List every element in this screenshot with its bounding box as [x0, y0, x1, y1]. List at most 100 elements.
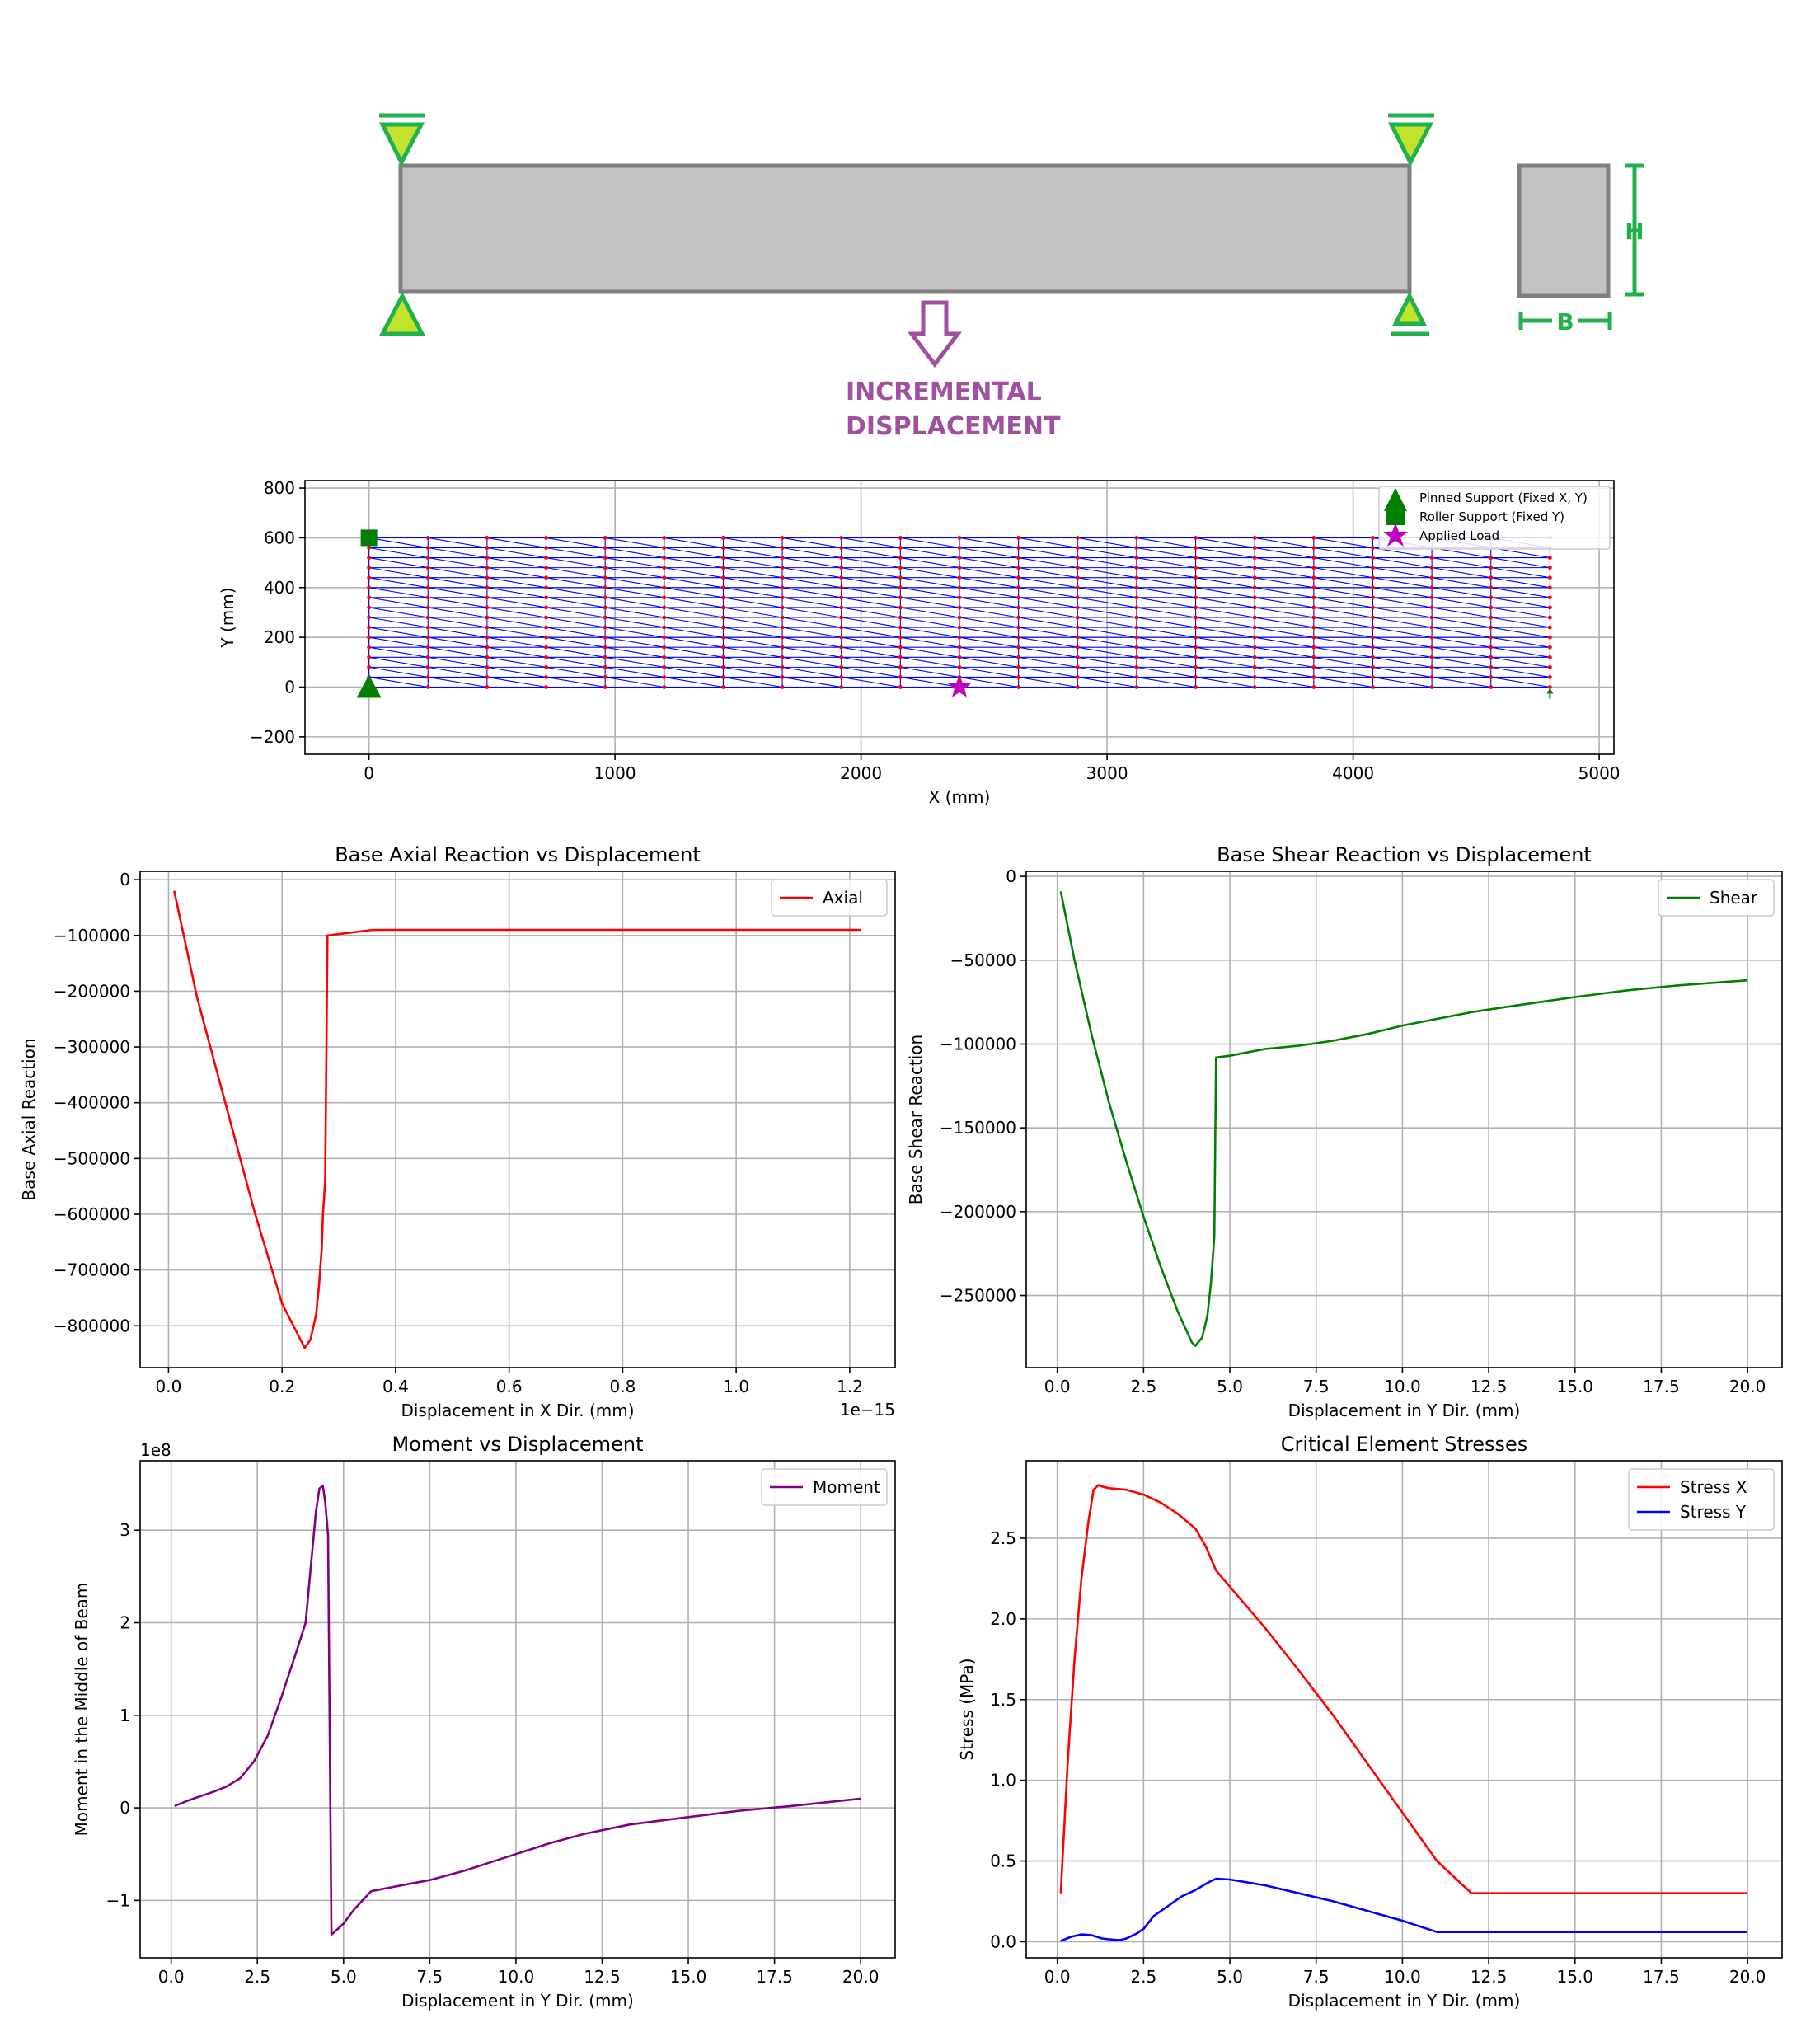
axial-y-tick-label: −200000 [54, 981, 130, 1001]
mesh-node [603, 595, 607, 600]
mesh-node [485, 585, 490, 590]
mesh-node [544, 664, 548, 669]
mesh-node [1429, 685, 1434, 689]
mesh-node [1134, 585, 1139, 590]
axial-series-line-0 [173, 890, 861, 1349]
mesh-node [485, 566, 490, 570]
mesh-node [780, 645, 785, 650]
mesh-node [1016, 675, 1021, 679]
stress-x-tick-label: 20.0 [1729, 1967, 1766, 1987]
moment-x-axis-label: Displacement in Y Dir. (mm) [401, 1991, 634, 2011]
shear-axes-frame [1025, 871, 1783, 1368]
mesh-node [1194, 685, 1198, 689]
mesh-node [662, 685, 667, 689]
shear-x-tick-label: 7.5 [1303, 1377, 1330, 1396]
mesh-node [1194, 595, 1198, 600]
mesh-node [485, 645, 490, 650]
mesh-node [1311, 675, 1316, 679]
mesh-node [839, 664, 844, 669]
mesh-node [367, 546, 372, 550]
mesh-node [485, 556, 490, 560]
axial-series [173, 890, 861, 1349]
moment-x-ticks: 0.0 2.5 5.0 7.5 10.0 12.5 15.0 17.5 20.0 [158, 1958, 879, 1987]
axial-x-tick-label: 0.2 [269, 1377, 295, 1396]
axial-y-tick-label: −800000 [54, 1316, 130, 1335]
stress-axes-frame [1025, 1460, 1783, 1959]
shear-x-tick-label: 20.0 [1729, 1377, 1766, 1396]
load-arrow-icon [907, 300, 963, 368]
mesh-node [485, 685, 490, 689]
moment-y-tick-label: 3 [120, 1520, 130, 1540]
mesh-node [1489, 585, 1494, 590]
mesh-node [425, 675, 430, 679]
mesh-node [1429, 595, 1434, 600]
mesh-node [1194, 635, 1198, 640]
mesh-node [425, 685, 430, 689]
stress-y-tick-label: 1.0 [990, 1771, 1016, 1790]
pinned-support-marker [356, 674, 382, 698]
mesh-node [1016, 556, 1021, 560]
mesh-node [1194, 675, 1198, 679]
mesh-node [544, 536, 548, 540]
mesh-node [839, 615, 844, 620]
mesh-node [1371, 645, 1375, 650]
mesh-node [1194, 655, 1198, 659]
moment-series [174, 1485, 861, 1936]
mesh-node [1016, 585, 1021, 590]
legend-load-label: Applied Load [1419, 528, 1499, 543]
width-dimension [1518, 312, 1612, 330]
mesh-node [898, 635, 903, 640]
mesh-node [603, 625, 607, 630]
mesh-node [1134, 625, 1139, 630]
mesh-node [425, 595, 430, 600]
legend-roller-marker [1386, 507, 1405, 525]
mesh-node [1489, 615, 1494, 620]
axial-y-ticks: 0 −100000 −200000 −300000 −400000 −500000 −600… [54, 870, 140, 1335]
moment-legend-box [761, 1468, 888, 1506]
mesh-node [603, 546, 607, 550]
mesh-node [1075, 645, 1080, 650]
mesh-node [898, 595, 903, 600]
mesh-node [1489, 625, 1494, 630]
mesh-node [1075, 585, 1080, 590]
moment-x-tick-label: 17.5 [756, 1967, 793, 1987]
mesh-node [603, 635, 607, 640]
mesh-node [662, 625, 667, 630]
mesh-node [1311, 605, 1316, 610]
mesh-node [1429, 605, 1434, 610]
mesh-node [780, 625, 785, 630]
mesh-node [780, 635, 785, 640]
moment-x-tick-label: 10.0 [498, 1967, 535, 1987]
mesh-node [425, 635, 430, 640]
mesh-node [1429, 645, 1434, 650]
moment-gridlines [140, 1461, 895, 1958]
mesh-node [1311, 566, 1316, 570]
mesh-node [662, 675, 667, 679]
mesh-node [898, 685, 903, 689]
mesh-node [1075, 536, 1080, 540]
mesh-node [1016, 575, 1021, 580]
mesh-node [1194, 536, 1198, 540]
mesh-node [1016, 546, 1021, 550]
mesh-node [1489, 575, 1494, 580]
mesh-node [1252, 675, 1257, 679]
mesh-node [1134, 685, 1139, 689]
mesh-node [721, 625, 725, 630]
mesh-node [1489, 664, 1494, 669]
mesh-node [1311, 645, 1316, 650]
mesh-node [1489, 675, 1494, 679]
axial-legend-label: Axial [823, 888, 863, 908]
height-label: H [1625, 218, 1644, 245]
stress-x-tick-label: 10.0 [1384, 1967, 1421, 1987]
moment-x-tick-label: 0.0 [158, 1967, 185, 1987]
mesh-node [1075, 625, 1080, 630]
mesh-y-tick-label: −200 [250, 727, 295, 747]
mesh-node [662, 595, 667, 600]
mesh-node [1311, 625, 1316, 630]
axial-gridlines [140, 871, 895, 1368]
mesh-node [1371, 625, 1375, 630]
shear-x-tick-label: 12.5 [1471, 1377, 1508, 1396]
mesh-node [957, 664, 962, 669]
mesh-node [1134, 566, 1139, 570]
stress-x-tick-label: 17.5 [1643, 1967, 1680, 1987]
